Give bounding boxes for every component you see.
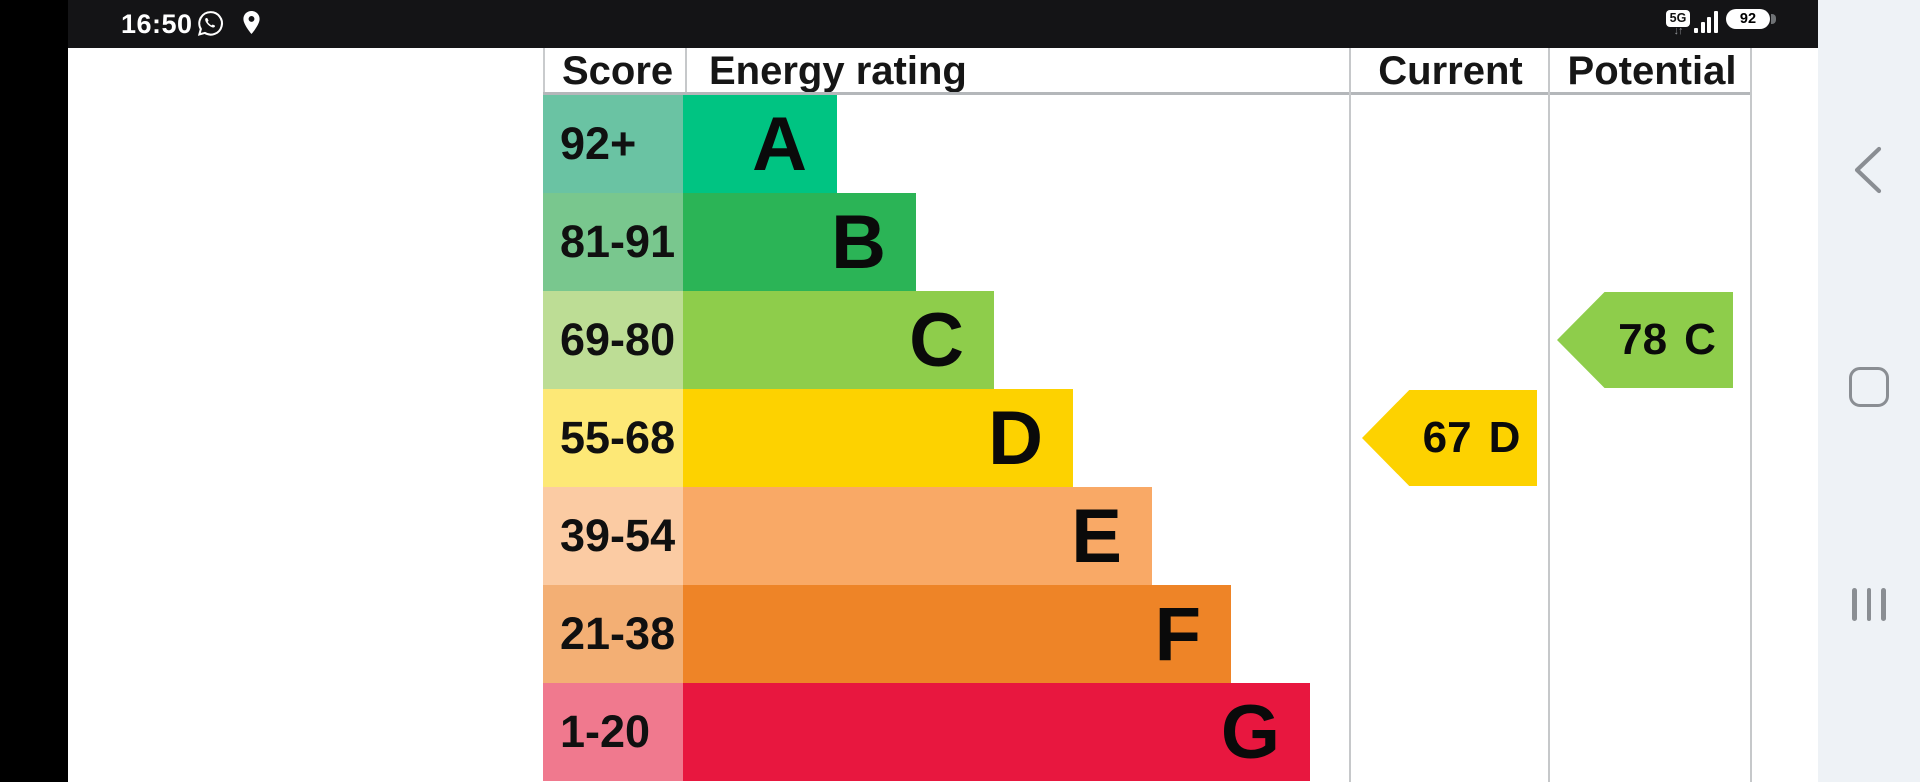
header-divider — [685, 48, 687, 92]
back-chevron-icon — [1854, 146, 1882, 194]
epc-rating-chart: Score Energy rating Current Potential 92… — [543, 48, 1752, 782]
band-row-g: 1-20 G — [543, 683, 1752, 781]
home-button[interactable] — [1818, 367, 1920, 407]
band-bar-e: E — [683, 487, 1152, 585]
status-bar: 16:50 5G ↓↑ 92 — [0, 0, 1818, 48]
band-rows: 92+ A 81-91 B 69-80 C 55-68 D 39-54 E 21… — [543, 95, 1752, 781]
current-band-letter: D — [1488, 413, 1521, 462]
clock: 16:50 — [121, 9, 193, 39]
table-right-border — [1750, 48, 1752, 782]
potential-band-letter: C — [1684, 315, 1716, 364]
band-row-a: 92+ A — [543, 95, 1752, 193]
energy-rating-column-header: Energy rating — [709, 49, 967, 93]
score-range: 92+ — [543, 95, 683, 193]
score-range: 55-68 — [543, 389, 683, 487]
left-letterbox — [0, 0, 68, 782]
band-bar-g: G — [683, 683, 1310, 781]
band-row-f: 21-38 F — [543, 585, 1752, 683]
score-range: 69-80 — [543, 291, 683, 389]
current-score: 67 — [1422, 413, 1472, 462]
band-bar-c: C — [683, 291, 994, 389]
band-bar-f: F — [683, 585, 1231, 683]
header-underline — [543, 92, 1752, 95]
data-arrows-icon: ↓↑ — [1673, 25, 1684, 37]
signal-strength-icon — [1694, 11, 1720, 33]
potential-score: 78 — [1618, 315, 1668, 364]
band-row-d: 55-68 D — [543, 389, 1752, 487]
battery-cap — [1771, 14, 1776, 24]
potential-column-header: Potential — [1567, 49, 1737, 93]
recent-apps-button[interactable] — [1818, 588, 1920, 621]
home-icon — [1849, 367, 1889, 407]
band-row-c: 69-80 C — [543, 291, 1752, 389]
location-icon — [243, 11, 260, 34]
band-row-b: 81-91 B — [543, 193, 1752, 291]
navigation-bar — [1818, 0, 1920, 782]
current-column-header: Current — [1378, 49, 1523, 93]
band-bar-a: A — [683, 95, 837, 193]
band-bar-d: D — [683, 389, 1073, 487]
score-column-header: Score — [562, 49, 674, 93]
band-row-e: 39-54 E — [543, 487, 1752, 585]
score-range: 81-91 — [543, 193, 683, 291]
whatsapp-notification-icon — [197, 11, 223, 36]
5g-network-icon: 5G — [1666, 10, 1690, 27]
recent-apps-icon — [1852, 588, 1886, 621]
battery-indicator: 92 — [1726, 9, 1770, 29]
chart-header-row: Score Energy rating Current Potential — [543, 48, 1754, 93]
back-button[interactable] — [1818, 144, 1920, 196]
score-range: 21-38 — [543, 585, 683, 683]
score-range: 1-20 — [543, 683, 683, 781]
band-bar-b: B — [683, 193, 916, 291]
potential-column-divider — [1548, 48, 1550, 782]
score-range: 39-54 — [543, 487, 683, 585]
current-column-divider — [1349, 48, 1351, 782]
